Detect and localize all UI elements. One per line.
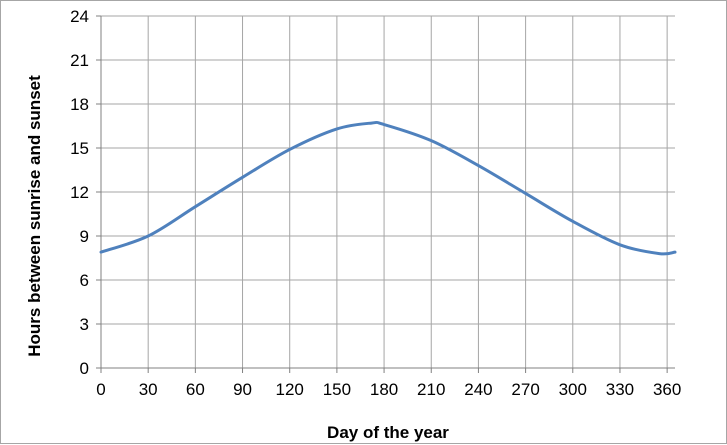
y-tick-label: 18 <box>70 95 89 114</box>
y-axis-title: Hours between sunrise and sunset <box>25 75 44 357</box>
x-tick-label: 120 <box>276 380 304 399</box>
axes <box>96 15 675 373</box>
y-tick-label: 3 <box>80 315 89 334</box>
x-axis-title: Day of the year <box>327 423 449 442</box>
x-tick-label: 0 <box>96 380 105 399</box>
x-tick-label: 330 <box>606 380 634 399</box>
y-tick-label: 21 <box>70 51 89 70</box>
x-tick-label: 240 <box>464 380 492 399</box>
x-tick-label: 210 <box>417 380 445 399</box>
x-tick-label: 150 <box>323 380 351 399</box>
series-line <box>99 120 677 256</box>
y-tick-label: 12 <box>70 183 89 202</box>
x-tick-label: 300 <box>559 380 587 399</box>
x-tick-label: 180 <box>370 380 398 399</box>
y-tick-label: 9 <box>80 227 89 246</box>
y-tick-label: 24 <box>70 7 89 26</box>
x-tick-label: 270 <box>511 380 539 399</box>
x-tick-label: 30 <box>139 380 158 399</box>
y-tick-label: 0 <box>80 359 89 378</box>
grid <box>100 15 675 369</box>
x-tick-label: 60 <box>186 380 205 399</box>
x-tick-label: 90 <box>233 380 252 399</box>
y-tick-label: 6 <box>80 271 89 290</box>
y-tick-label: 15 <box>70 139 89 158</box>
x-tick-label: 360 <box>653 380 681 399</box>
series <box>99 120 677 256</box>
